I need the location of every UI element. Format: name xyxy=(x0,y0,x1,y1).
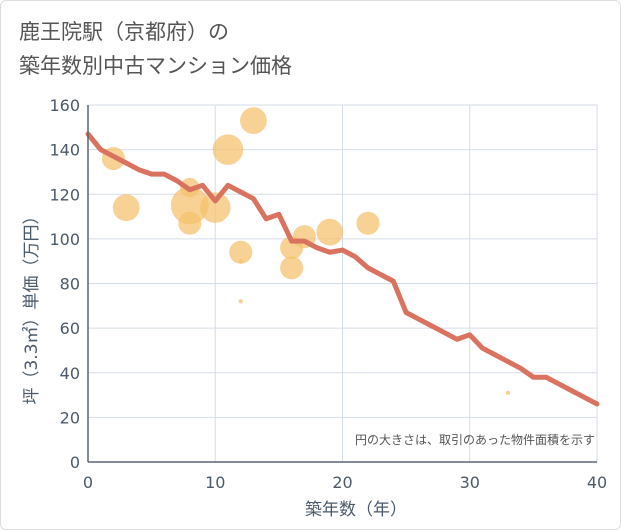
data-bubble xyxy=(505,390,511,396)
data-bubble xyxy=(170,186,209,225)
y-tick-label: 80 xyxy=(60,275,80,294)
tick-labels: 0 20 40 60 80 100 120 140 160 0 10 20 30 40 xyxy=(49,96,607,492)
chart-title-line2: 築年数別中古マンション価格 xyxy=(19,54,292,78)
x-tick-label: 10 xyxy=(205,473,225,492)
data-bubble xyxy=(238,299,243,304)
x-tick-label: 40 xyxy=(587,473,607,492)
y-axis-title: 坪（3.3㎡）単価（万円） xyxy=(22,207,42,404)
bubble-size-note: 円の大きさは、取引のあった物件面積を示す xyxy=(355,432,595,447)
data-bubble xyxy=(200,192,231,223)
data-bubble xyxy=(178,211,202,235)
y-tick-label: 40 xyxy=(60,364,80,383)
data-bubble xyxy=(238,258,243,264)
bubble-series xyxy=(101,107,511,396)
chart-title: 鹿王院駅（京都府）の 築年数別中古マンション価格 xyxy=(19,15,292,83)
data-bubble xyxy=(316,218,344,246)
average-line-series xyxy=(85,131,600,407)
data-bubble xyxy=(280,256,304,280)
x-tick-label: 20 xyxy=(332,473,352,492)
axes xyxy=(87,105,597,463)
y-tick-label: 120 xyxy=(49,185,80,204)
data-bubble xyxy=(112,194,140,222)
average-price-line xyxy=(85,131,600,407)
y-tick-label: 20 xyxy=(60,408,80,427)
x-axis-title: 築年数（年） xyxy=(305,500,407,520)
data-bubble xyxy=(229,240,253,264)
x-tick-label: 30 xyxy=(460,473,480,492)
y-tick-label: 0 xyxy=(70,453,80,472)
x-tick-label: 0 xyxy=(83,473,93,492)
y-tick-label: 140 xyxy=(49,141,80,160)
data-bubble xyxy=(212,134,244,165)
grid-lines xyxy=(87,104,598,463)
y-tick-label: 100 xyxy=(49,230,80,249)
y-tick-label: 160 xyxy=(49,96,80,115)
y-tick-label: 60 xyxy=(60,319,80,338)
chart-title-line1: 鹿王院駅（京都府）の xyxy=(19,20,229,44)
data-bubble xyxy=(356,211,380,235)
data-bubble xyxy=(240,107,267,135)
